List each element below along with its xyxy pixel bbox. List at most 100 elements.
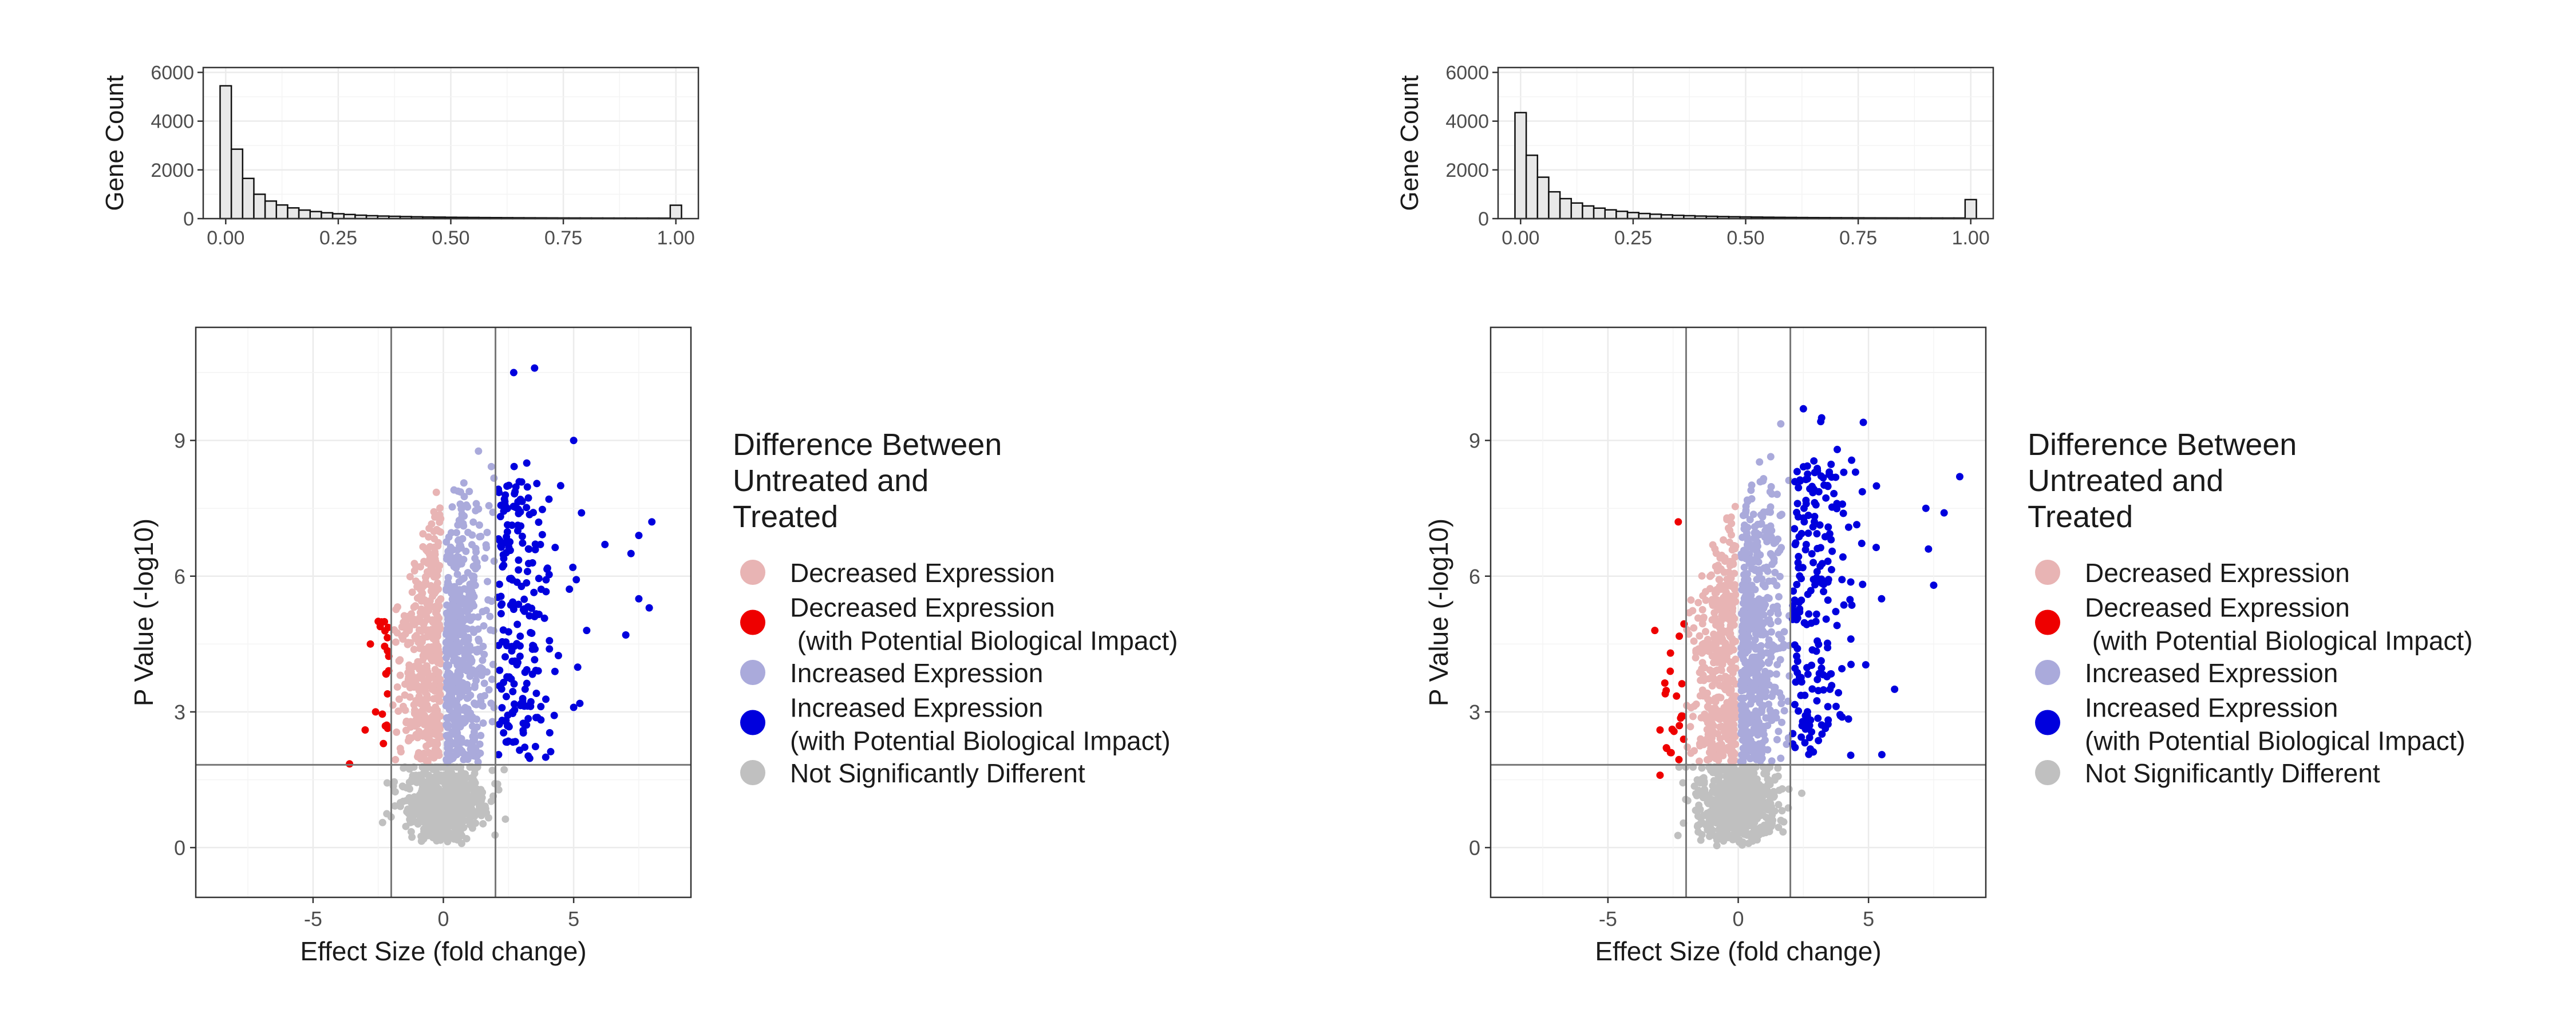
increased-point xyxy=(490,474,498,482)
increased-point xyxy=(1737,687,1745,695)
increased-point xyxy=(472,676,480,684)
decreased-point xyxy=(1714,561,1722,569)
increased-impact-point xyxy=(516,746,524,754)
not-significant-point xyxy=(433,805,441,813)
increased-impact-point xyxy=(1818,730,1826,738)
increased-impact-point xyxy=(523,459,531,467)
increased-point xyxy=(1737,550,1745,558)
decreased-point xyxy=(393,728,401,736)
increased-impact-point xyxy=(513,620,521,628)
increased-point xyxy=(482,541,490,549)
legend-label: Increased Expression xyxy=(2085,658,2338,688)
decreased-point xyxy=(415,662,423,670)
decreased-point xyxy=(1711,545,1719,553)
decreased-point xyxy=(421,750,429,758)
increased-impact-point xyxy=(1792,678,1800,686)
increased-impact-point xyxy=(1810,457,1818,465)
decreased-point xyxy=(430,573,438,581)
increased-impact-point xyxy=(1820,481,1828,489)
not-significant-point xyxy=(1744,796,1752,804)
increased-impact-point xyxy=(510,700,518,708)
increased-impact-point xyxy=(1810,485,1818,493)
increased-point xyxy=(475,447,483,455)
decreased-point xyxy=(425,533,433,541)
not-significant-point xyxy=(461,789,469,797)
decreased-point xyxy=(406,723,414,731)
legend-label: Increased Expression xyxy=(790,658,1043,688)
increased-point xyxy=(1756,458,1764,466)
volcano-xlabel: Effect Size (fold change) xyxy=(300,936,586,966)
not-significant-point xyxy=(1780,818,1788,826)
legend-label: Not Significantly Different xyxy=(2085,758,2380,788)
not-significant-point xyxy=(1713,817,1721,825)
increased-point xyxy=(1774,618,1782,626)
increased-point xyxy=(484,577,492,585)
not-significant-point xyxy=(477,797,485,805)
increased-impact-point xyxy=(1839,509,1847,517)
increased-impact-point xyxy=(506,575,514,583)
increased-impact-point xyxy=(1791,525,1799,533)
increased-point xyxy=(465,647,473,655)
not-significant-point xyxy=(1715,770,1723,778)
increased-point xyxy=(479,656,487,664)
increased-point xyxy=(1751,678,1759,686)
increased-impact-point xyxy=(576,699,584,707)
increased-point xyxy=(1739,626,1747,634)
increased-point xyxy=(470,628,478,636)
decreased-point xyxy=(1713,693,1721,701)
not-significant-point xyxy=(1674,832,1682,840)
increased-point xyxy=(1748,495,1756,503)
increased-point xyxy=(1777,754,1785,762)
not-significant-point xyxy=(1721,810,1729,818)
increased-impact-point xyxy=(497,609,505,618)
not-significant-point xyxy=(426,789,434,797)
not-significant-point xyxy=(459,817,467,825)
not-significant-point xyxy=(1755,809,1763,817)
not-significant-point xyxy=(1736,805,1744,813)
increased-point xyxy=(1754,710,1762,718)
increased-impact-point xyxy=(503,482,511,490)
not-significant-point xyxy=(428,830,436,838)
increased-point xyxy=(453,628,461,636)
increased-impact-point xyxy=(547,747,555,755)
increased-impact-point xyxy=(519,539,527,547)
not-significant-point xyxy=(438,829,447,837)
increased-point xyxy=(1780,707,1788,715)
increased-impact-point xyxy=(1803,620,1811,628)
legend-key xyxy=(2035,560,2060,585)
increased-point xyxy=(487,699,495,707)
increased-point xyxy=(455,619,463,627)
hist-ytick-label: 4000 xyxy=(1445,111,1489,133)
decreased-impact-point xyxy=(1674,518,1682,526)
increased-impact-point xyxy=(1795,553,1803,561)
increased-impact-point xyxy=(531,743,539,751)
increased-impact-point xyxy=(1824,720,1832,728)
increased-point xyxy=(1747,486,1755,494)
increased-point xyxy=(457,614,465,622)
increased-point xyxy=(472,506,480,514)
decreased-point xyxy=(414,638,422,646)
decreased-point xyxy=(430,687,438,695)
not-significant-point xyxy=(421,830,429,838)
decreased-point xyxy=(1721,639,1729,647)
decreased-point xyxy=(1703,713,1711,721)
legend-label: (with Potential Biological Impact) xyxy=(2085,626,2473,656)
increased-point xyxy=(1746,731,1754,739)
not-significant-point xyxy=(452,808,460,816)
increased-impact-point xyxy=(566,585,574,593)
increased-point xyxy=(1777,699,1785,707)
decreased-point xyxy=(398,632,406,640)
increased-impact-point xyxy=(509,687,517,695)
increased-point xyxy=(1737,644,1745,652)
decreased-point xyxy=(421,663,429,671)
legend-title: Untreated and xyxy=(733,464,929,498)
increased-impact-point xyxy=(1802,500,1810,508)
increased-point xyxy=(1743,592,1751,600)
increased-point xyxy=(442,721,451,729)
increased-point xyxy=(1768,757,1776,765)
decreased-point xyxy=(1725,568,1733,576)
hist-xtick-label: 0.00 xyxy=(207,227,244,249)
increased-impact-point xyxy=(531,364,539,372)
decreased-point xyxy=(410,560,418,568)
